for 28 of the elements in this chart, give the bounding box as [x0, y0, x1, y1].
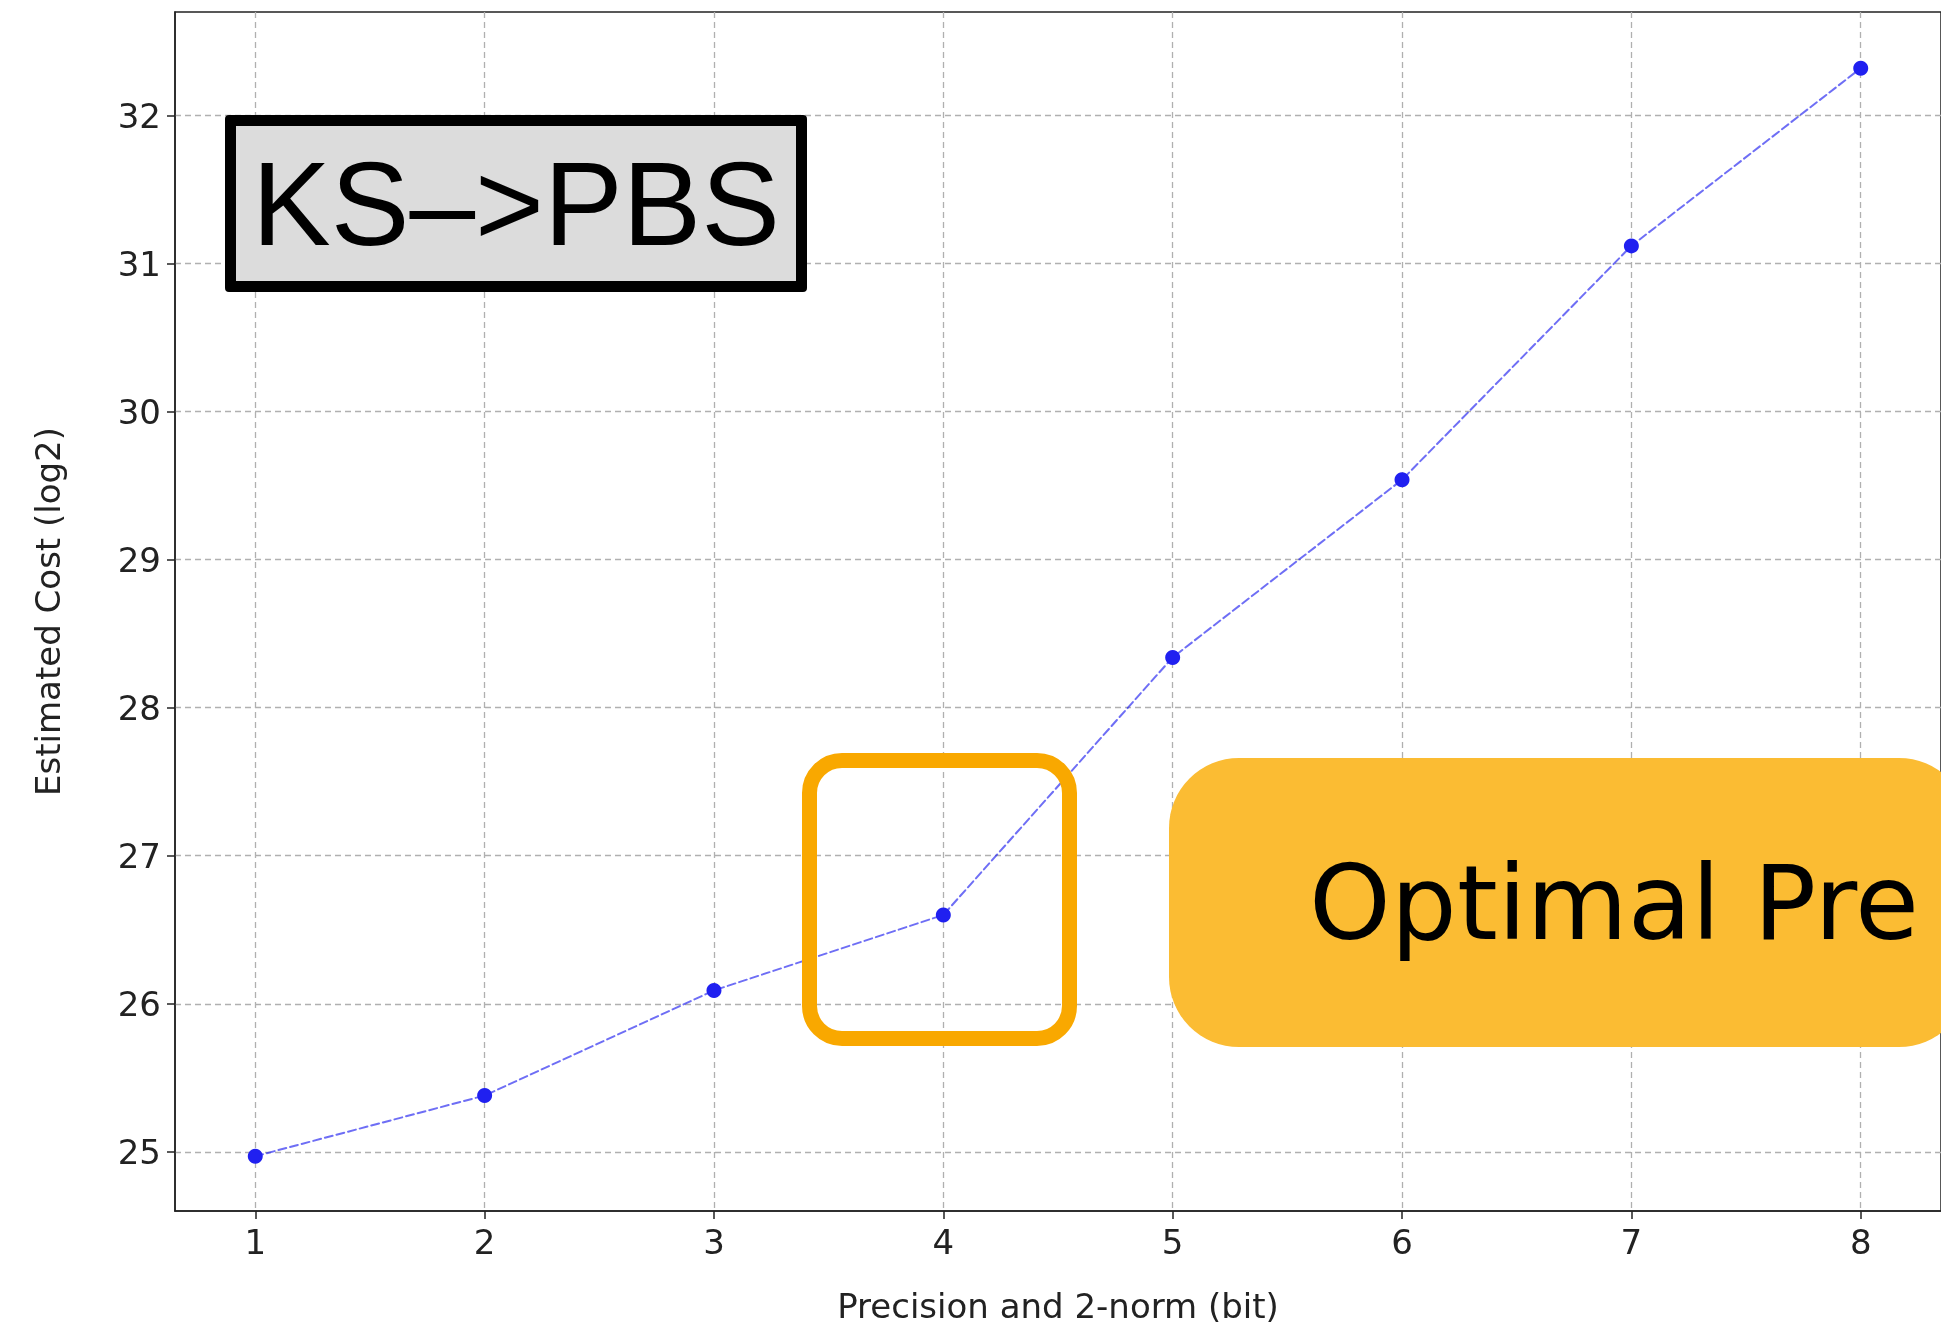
y-tick-label: 28: [117, 687, 161, 728]
y-tick-label: 25: [117, 1131, 161, 1172]
x-tick-label: 4: [932, 1222, 955, 1262]
point: [477, 1088, 493, 1104]
point: [706, 982, 722, 998]
point: [247, 1148, 263, 1164]
point: [1623, 238, 1639, 254]
x-tick-label: 7: [1620, 1222, 1643, 1262]
annotation: KS–>PBS: [225, 115, 807, 292]
y-tick-label: 26: [117, 983, 161, 1024]
y-tick-label: 32: [117, 95, 161, 136]
x-tick-label: 8: [1849, 1222, 1872, 1262]
y-tick-label: 30: [117, 391, 161, 432]
x-tick-label: 2: [473, 1222, 496, 1262]
y-tick-label: 27: [117, 835, 161, 876]
point: [935, 907, 951, 923]
x-tick-label: 3: [703, 1222, 725, 1262]
y-axis-title: Estimated Cost (log2): [28, 427, 68, 796]
x-tick-label: 1: [244, 1222, 267, 1262]
point: [1394, 472, 1410, 488]
annotation: Optimal Pre: [1169, 758, 1941, 1047]
x-axis-title: Precision and 2-norm (bit): [837, 1286, 1279, 1326]
y-tick-label: 31: [117, 243, 161, 284]
point: [1853, 60, 1869, 76]
x-tick-label: 5: [1161, 1222, 1184, 1262]
x-tick-label: 6: [1391, 1222, 1413, 1262]
y-tick-label: 29: [117, 539, 161, 580]
point: [1165, 649, 1181, 665]
